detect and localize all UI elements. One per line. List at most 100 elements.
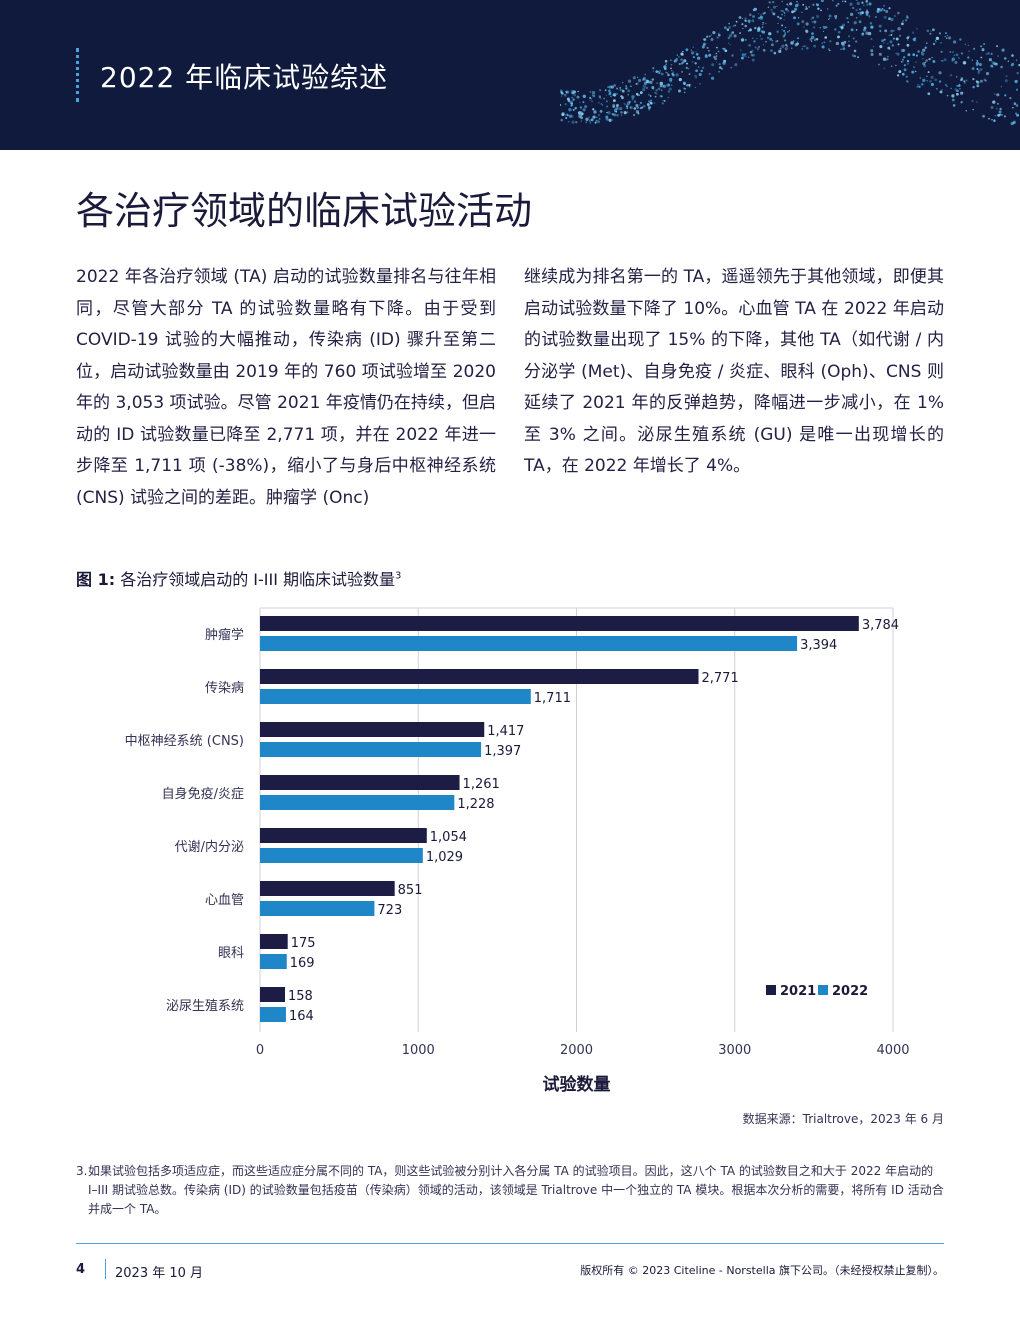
- pattern-dot: [994, 94, 995, 95]
- bar-2022: [260, 901, 374, 916]
- category-label: 肿瘤学: [205, 627, 244, 643]
- pattern-dot: [664, 100, 666, 102]
- pattern-dot: [741, 38, 744, 41]
- header-accent-bar: [76, 48, 79, 102]
- pattern-dot: [762, 13, 764, 15]
- pattern-dot: [1014, 80, 1017, 83]
- pattern-dot: [936, 37, 939, 40]
- pattern-dot: [879, 53, 882, 56]
- pattern-dot: [871, 53, 874, 56]
- pattern-dot: [934, 78, 937, 81]
- pattern-dot: [853, 37, 855, 39]
- pattern-dot: [660, 85, 662, 87]
- pattern-dot: [1016, 89, 1018, 91]
- pattern-dot: [610, 118, 613, 121]
- pattern-dot: [627, 94, 628, 95]
- pattern-dot: [789, 2, 792, 5]
- pattern-dot: [816, 15, 819, 18]
- pattern-dot: [819, 27, 820, 28]
- pattern-dot: [591, 101, 593, 103]
- pattern-dot: [599, 118, 601, 120]
- bar-value-label: 1,711: [534, 691, 571, 706]
- pattern-dot: [890, 30, 893, 33]
- pattern-dot: [650, 95, 652, 97]
- category-label: 眼科: [218, 946, 244, 961]
- pattern-dot: [712, 31, 715, 34]
- pattern-dot: [736, 21, 737, 22]
- pattern-dot: [1008, 60, 1009, 61]
- pattern-dot: [918, 85, 920, 87]
- pattern-dot: [650, 100, 652, 102]
- pattern-dot: [637, 77, 638, 78]
- pattern-dot: [777, 23, 778, 24]
- pattern-dot: [796, 1, 798, 3]
- pattern-dot: [565, 103, 567, 105]
- pattern-dot: [979, 63, 982, 66]
- pattern-dot: [787, 10, 789, 12]
- pattern-dot: [870, 22, 872, 24]
- pattern-dot: [976, 68, 978, 70]
- pattern-dot: [859, 20, 862, 23]
- pattern-dot: [752, 38, 754, 40]
- pattern-dot: [976, 62, 979, 65]
- pattern-dot: [635, 83, 637, 85]
- pattern-dot: [572, 121, 575, 124]
- pattern-dot: [716, 55, 718, 57]
- pattern-dot: [842, 0, 844, 2]
- pattern-dot: [718, 32, 719, 33]
- pattern-dot: [781, 24, 783, 26]
- pattern-dot: [932, 28, 935, 31]
- pattern-dot: [991, 53, 993, 55]
- pattern-dot: [654, 102, 656, 104]
- bar-2021: [260, 722, 484, 737]
- pattern-dot: [668, 90, 671, 93]
- pattern-dot: [621, 114, 623, 116]
- pattern-dot: [662, 100, 663, 101]
- figure-title: 图 1: 各治疗领域启动的 I-III 期临床试验数量3: [76, 566, 401, 590]
- pattern-dot: [982, 115, 985, 118]
- pattern-dot: [857, 56, 859, 58]
- pattern-dot: [655, 89, 657, 91]
- footnote-number: 3.: [76, 1162, 87, 1181]
- pattern-dot: [989, 58, 992, 61]
- pattern-dot: [844, 0, 846, 2]
- pattern-dot: [940, 90, 943, 93]
- pattern-dot: [613, 84, 616, 87]
- pattern-dot: [665, 72, 667, 74]
- pattern-dot: [751, 19, 754, 22]
- pattern-dot: [655, 96, 657, 98]
- pattern-dot: [773, 6, 776, 9]
- pattern-dot: [758, 46, 760, 48]
- pattern-dot: [579, 111, 582, 114]
- pattern-dot: [756, 38, 757, 39]
- pattern-dot: [922, 79, 925, 82]
- pattern-dot: [753, 9, 756, 12]
- pattern-dot: [879, 30, 881, 32]
- pattern-dot: [695, 62, 697, 64]
- pattern-dot: [847, 21, 849, 23]
- pattern-dot: [999, 114, 1001, 116]
- pattern-dot: [1016, 104, 1019, 107]
- pattern-dot: [884, 68, 885, 69]
- pattern-dot: [890, 18, 893, 21]
- pattern-dot: [885, 10, 888, 13]
- pattern-dot: [741, 23, 743, 25]
- pattern-dot: [752, 59, 755, 62]
- pattern-dot: [952, 51, 954, 53]
- pattern-dot: [980, 80, 983, 83]
- pattern-dot: [571, 97, 573, 99]
- pattern-dot: [899, 35, 901, 37]
- pattern-dot: [763, 49, 766, 52]
- pattern-dot: [926, 80, 927, 81]
- pattern-dot: [813, 21, 816, 24]
- pattern-dot: [760, 14, 762, 16]
- pattern-dot: [621, 96, 624, 99]
- pattern-dot: [901, 61, 903, 63]
- pattern-dot: [686, 84, 688, 86]
- pattern-dot: [734, 25, 736, 27]
- pattern-dot: [652, 67, 654, 69]
- pattern-dot: [779, 17, 781, 19]
- pattern-dot: [893, 38, 895, 40]
- page-number: 4: [76, 1262, 85, 1277]
- pattern-dot: [783, 19, 784, 20]
